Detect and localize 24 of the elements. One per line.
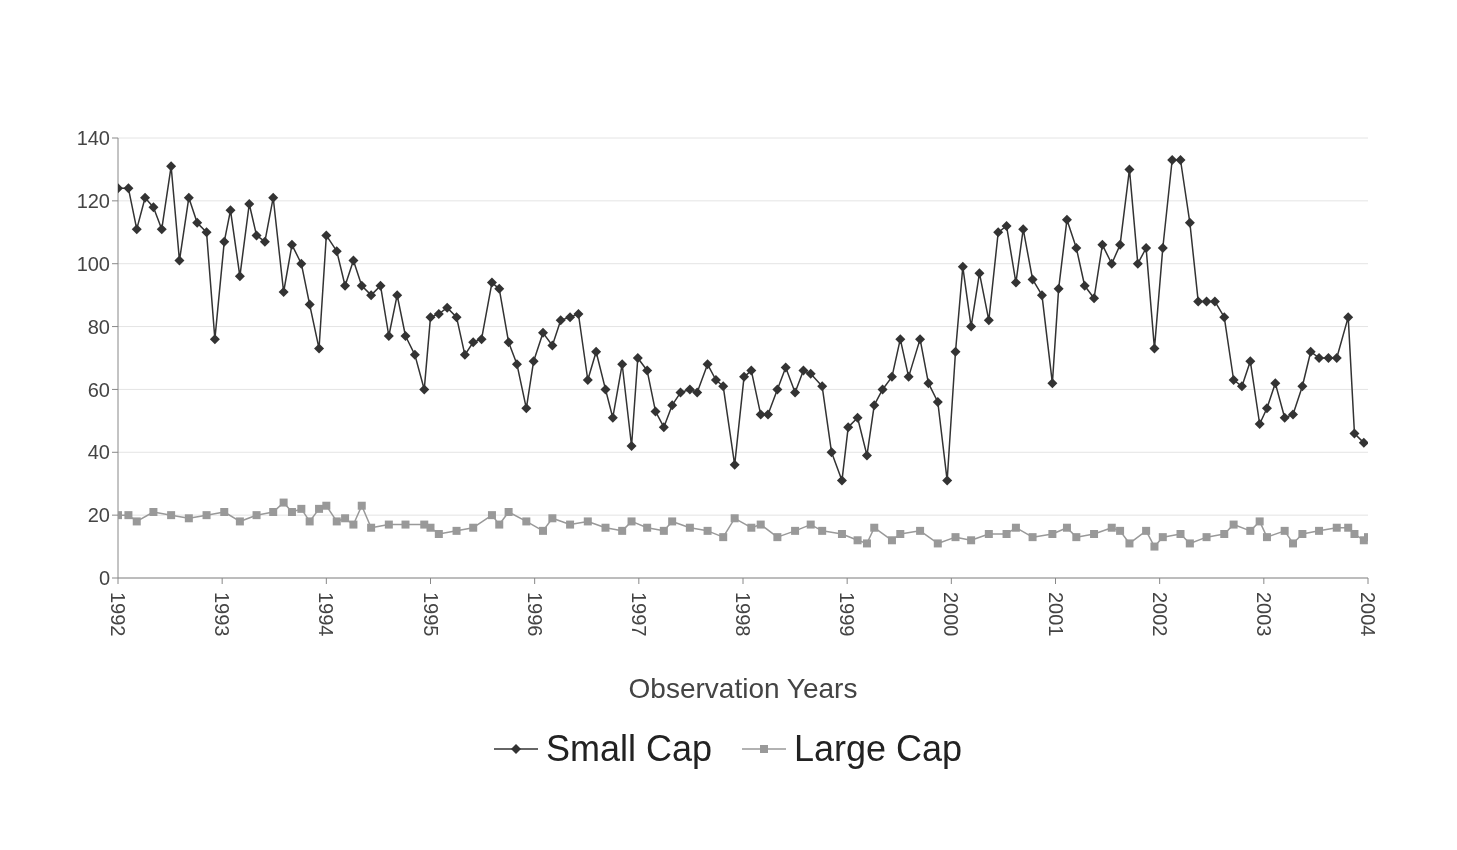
legend-label: Small Cap xyxy=(545,728,712,770)
x-tick-label: 2000 xyxy=(940,592,963,637)
y-tick-label: 140 xyxy=(76,127,110,150)
x-tick-label: 1997 xyxy=(627,592,650,637)
x-tick-label: 1996 xyxy=(523,592,546,637)
y-tick-label: 100 xyxy=(76,252,110,275)
x-tick-label: 2002 xyxy=(1148,592,1171,637)
x-tick-label: 1993 xyxy=(211,592,234,637)
x-tick-label: 1992 xyxy=(107,592,129,637)
x-tick-label: 2004 xyxy=(1357,592,1379,637)
x-axis-title: Observation Years xyxy=(628,673,858,704)
y-tick-label: 40 xyxy=(87,441,110,464)
y-tick-label: 80 xyxy=(87,315,110,338)
x-tick-label: 1994 xyxy=(315,592,338,637)
x-tick-label: 1998 xyxy=(732,592,754,637)
y-tick-label: 0 xyxy=(98,567,110,590)
x-tick-label: 2003 xyxy=(1252,592,1275,637)
legend-label: Large Cap xyxy=(793,728,963,770)
y-tick-label: 60 xyxy=(87,378,110,401)
x-tick-label: 2001 xyxy=(1044,592,1067,637)
x-tick-label: 1999 xyxy=(836,592,859,637)
y-tick-label: 120 xyxy=(76,189,110,212)
y-tick-label: 20 xyxy=(87,504,110,527)
x-tick-label: 1995 xyxy=(419,592,442,637)
